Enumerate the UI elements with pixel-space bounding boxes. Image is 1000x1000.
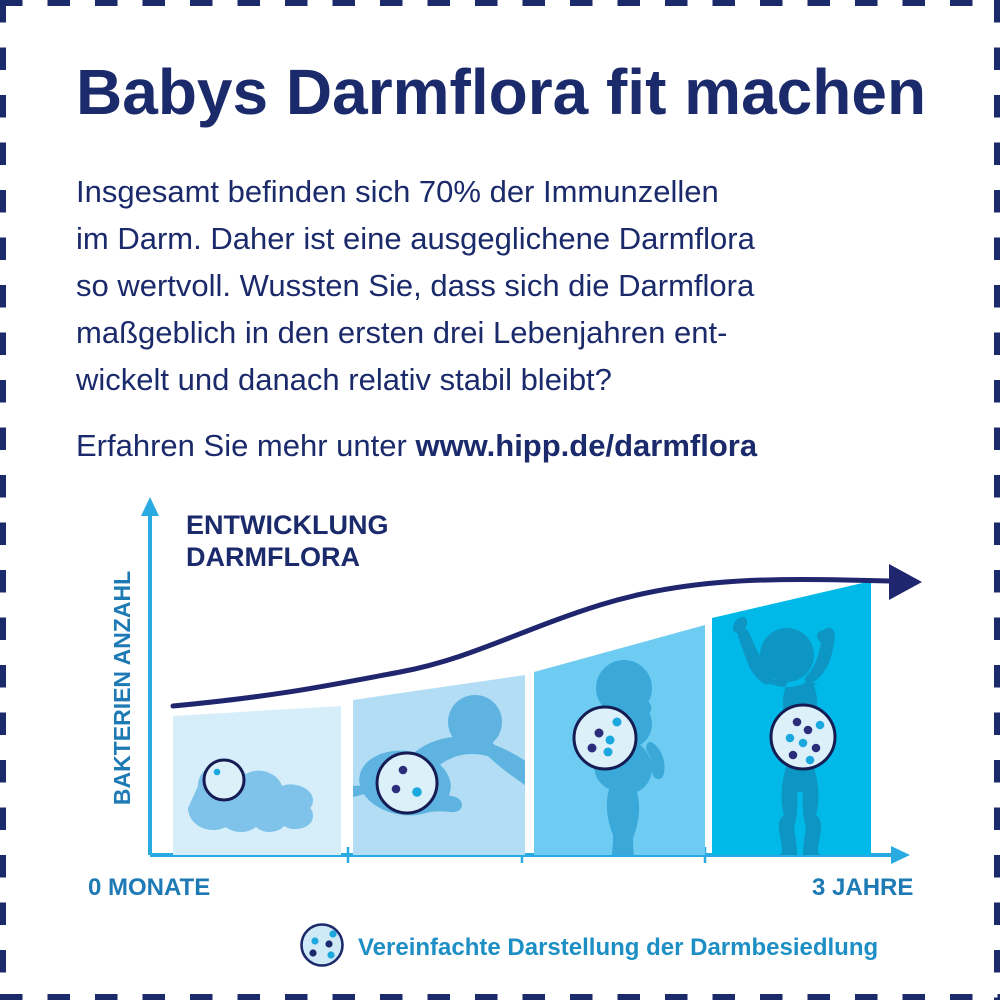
svg-text:ENTWICKLUNG: ENTWICKLUNG [186, 510, 388, 540]
svg-text:BAKTERIEN ANZAHL: BAKTERIEN ANZAHL [109, 571, 135, 805]
svg-text:DARMFLORA: DARMFLORA [186, 542, 360, 572]
svg-text:Vereinfachte Darstellung der D: Vereinfachte Darstellung der Darmbesiedl… [358, 934, 878, 961]
svg-text:0 MONATE: 0 MONATE [88, 874, 210, 901]
svg-text:3 JAHRE: 3 JAHRE [812, 874, 913, 901]
